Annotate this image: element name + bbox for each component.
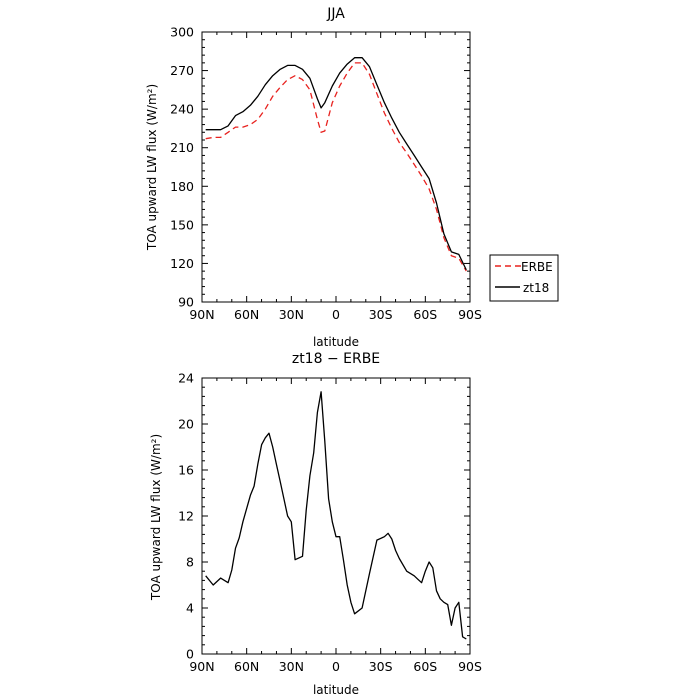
legend-box <box>489 254 559 302</box>
bottom-series-line-0 <box>205 391 467 640</box>
top-x-tick-label: 90S <box>458 307 482 322</box>
top-y-tick-label: 210 <box>170 140 194 155</box>
bottom-x-tick-label: 90S <box>458 659 482 674</box>
bottom-x-tick-label: 60N <box>234 659 259 674</box>
bottom-y-axis-label: TOA upward LW flux (W/m²) <box>149 434 163 601</box>
bottom-y-tick-label: 8 <box>186 555 194 570</box>
bottom-chart-title: zt18 − ERBE <box>292 351 380 367</box>
bottom-x-tick-label: 60S <box>413 659 437 674</box>
top-series-line-erbe <box>205 62 467 272</box>
bottom-x-tick-label: 30N <box>279 659 304 674</box>
top-y-tick-label: 270 <box>170 63 194 78</box>
legend-label-erbe: ERBE <box>521 260 553 274</box>
bottom-ticks: 90N 60N 30N 0 30S 60S 90S 0 4 8 12 16 20 24 <box>178 371 482 675</box>
bottom-y-tick-label: 16 <box>178 463 194 478</box>
top-y-tick-label: 90 <box>178 295 194 310</box>
bottom-y-tick-label: 20 <box>178 417 194 432</box>
bottom-y-tick-label: 4 <box>186 601 194 616</box>
bottom-x-tick-label: 30S <box>369 659 393 674</box>
bottom-x-axis-label: latitude <box>313 683 359 697</box>
top-plot-frame <box>201 31 471 303</box>
top-y-tick-label: 120 <box>170 256 194 271</box>
top-x-tick-label: 60S <box>413 307 437 322</box>
top-y-tick-label: 150 <box>170 217 194 232</box>
bottom-plot-frame <box>201 377 471 655</box>
bottom-x-tick-label: 0 <box>332 659 340 674</box>
bottom-panel: zt18 − ERBE 90N 60N 30N 0 30S 60S 90S 0 4 8 12 16 20… <box>149 351 482 697</box>
bottom-series-group <box>205 391 467 640</box>
bottom-x-tick-label: 90N <box>189 659 214 674</box>
top-series-line-zt18 <box>205 57 467 271</box>
top-chart-title: JJA <box>326 6 345 22</box>
top-x-tick-label: 30S <box>369 307 393 322</box>
bottom-y-tick-label: 0 <box>186 647 194 662</box>
top-y-tick-label: 240 <box>170 102 194 117</box>
top-series-group <box>205 57 467 272</box>
top-ticks: 90N 60N 30N 0 30S 60S 90S 90 120 150 180 210 240 270 3… <box>170 25 482 323</box>
top-x-tick-label: 30N <box>279 307 304 322</box>
top-y-tick-label: 300 <box>170 25 194 40</box>
top-x-tick-label: 0 <box>332 307 340 322</box>
top-panel: JJA 90N 60N 30N 0 30S 60S 90S 90 120 150 180 210 240… <box>145 6 559 349</box>
top-y-axis-label: TOA upward LW flux (W/m²) <box>145 84 159 251</box>
top-x-tick-label: 60N <box>234 307 259 322</box>
bottom-y-tick-label: 24 <box>178 371 194 386</box>
legend: ERBE zt18 <box>489 254 559 302</box>
top-y-tick-label: 180 <box>170 179 194 194</box>
legend-label-zt18: zt18 <box>523 281 549 295</box>
top-x-axis-label: latitude <box>313 335 359 349</box>
top-x-tick-label: 90N <box>189 307 214 322</box>
bottom-y-tick-label: 12 <box>178 509 194 524</box>
